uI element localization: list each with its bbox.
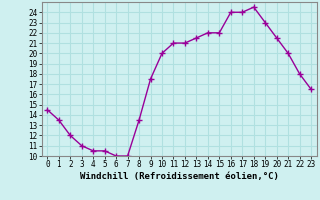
X-axis label: Windchill (Refroidissement éolien,°C): Windchill (Refroidissement éolien,°C): [80, 172, 279, 181]
